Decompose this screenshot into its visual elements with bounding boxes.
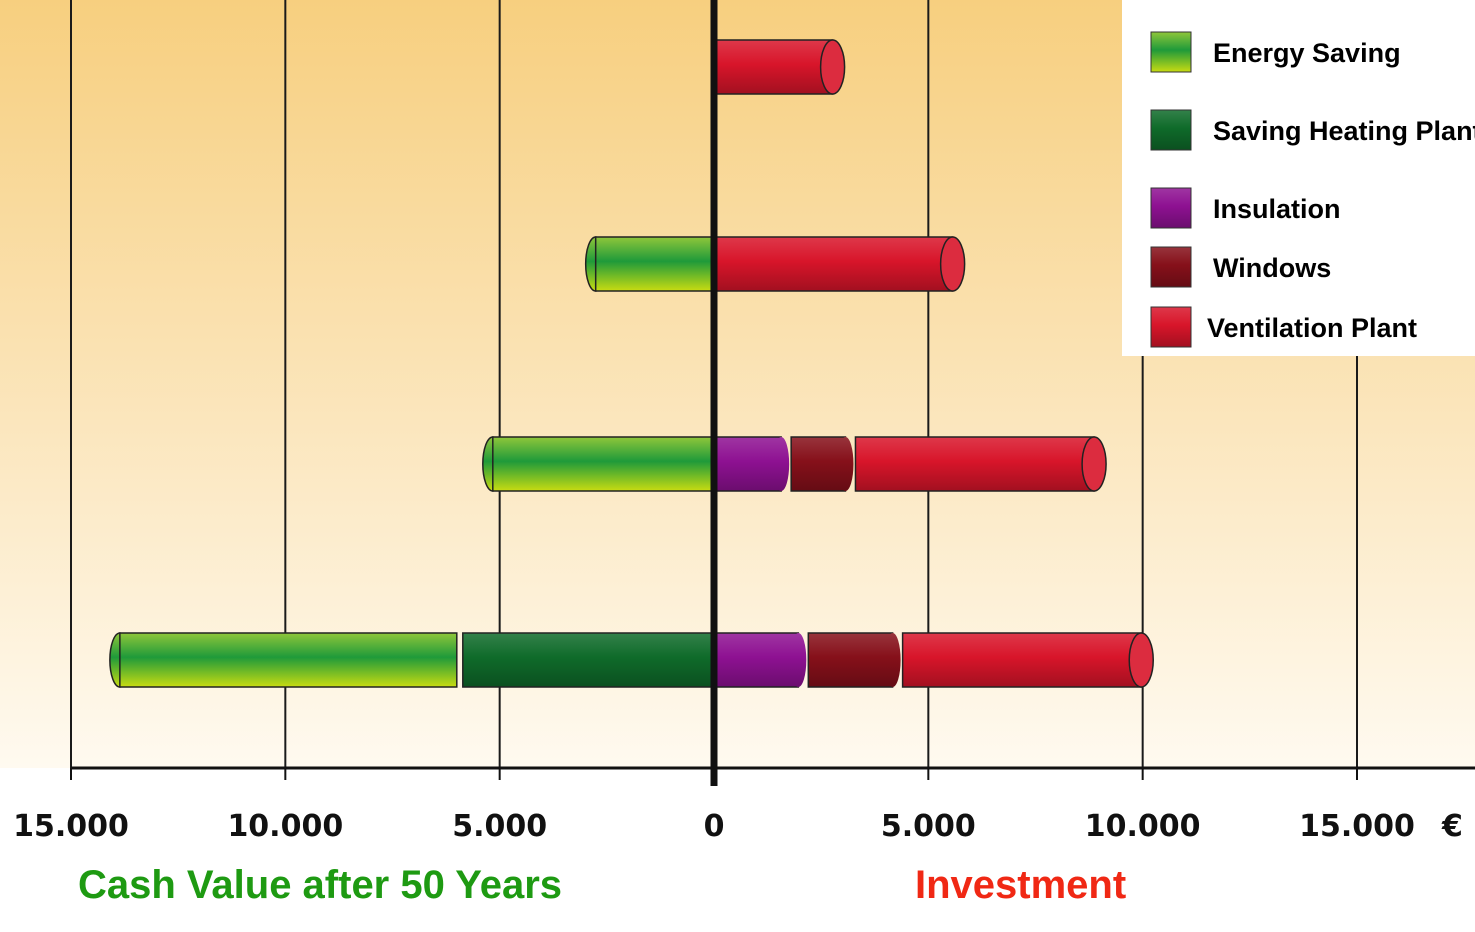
legend-item: Insulation [1150,187,1341,229]
bar-energy-saving [492,436,715,492]
bar-cap-right [939,236,966,292]
bar-cap-right [819,39,846,95]
caption-left: Cash Value after 50 Years [78,863,562,907]
bar-row [109,632,1154,688]
legend: Energy Saving Saving Heating Plant Insulat… [1122,0,1475,356]
bar-windows [790,436,847,492]
bar-saving-heating-plant [462,632,715,688]
legend-swatch [1150,31,1192,73]
x-tick-label: 10.000 [227,809,343,844]
bar-windows [807,632,894,688]
x-unit-label: € [1441,809,1463,844]
bar-joint [884,633,901,687]
bar-cap-right [1128,632,1154,688]
legend-item: Ventilation Plant [1150,306,1417,348]
legend-label: Energy Saving [1213,38,1401,68]
bar-row [482,436,1107,492]
legend-label: Saving Heating Plant [1213,116,1475,146]
legend-swatch [1150,187,1192,229]
x-tick-label: 5.000 [452,809,547,844]
bar-energy-saving [594,236,715,292]
bar-energy-saving [119,632,458,688]
legend-swatch [1150,306,1192,348]
bar-row [584,236,966,292]
axis-layer: 15.000 10.000 5.000 0 5.000 10.000 15.000 € [13,0,1475,844]
bar-joint [837,437,854,491]
legend-swatch [1150,109,1192,151]
legend-label: Windows [1213,253,1331,283]
x-tick-label: 5.000 [881,809,976,844]
x-tick-label: 0 [704,809,725,844]
bar-cap-right [1081,436,1107,492]
bar-row [713,39,846,95]
x-tick-label: 15.000 [1299,809,1415,844]
bar-ventilation-plant [854,436,1095,492]
grid-layer [70,0,1358,768]
bar-insulation [713,632,800,688]
caption-right: Investment [915,863,1126,907]
legend-item: Energy Saving [1150,31,1401,73]
legend-item: Windows [1150,246,1331,288]
legend-item: Saving Heating Plant [1150,109,1475,151]
x-tick-label: 15.000 [13,809,129,844]
bar-joint [790,633,807,687]
legend-swatch [1150,246,1192,288]
x-tick-label: 10.000 [1085,809,1201,844]
legend-label: Insulation [1213,194,1341,224]
bar-ventilation-plant [713,236,954,292]
legend-label: Ventilation Plant [1207,313,1417,343]
bar-ventilation-plant [901,632,1142,688]
bar-ventilation-plant [713,39,834,95]
bar-joint [773,437,790,491]
bar-insulation [713,436,782,492]
bars-layer [109,39,1154,688]
